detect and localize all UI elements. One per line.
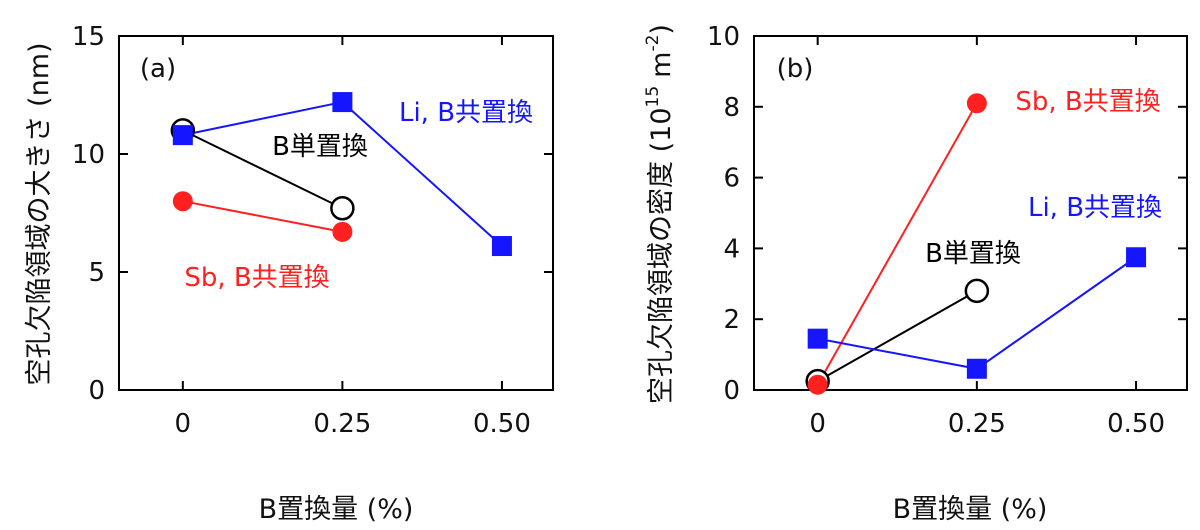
y-tick-label: 0 xyxy=(88,376,105,406)
data-point-square xyxy=(1126,247,1147,268)
x-axis-label: B置換量 (%) xyxy=(893,494,1048,525)
y-axis-label-main: 空孔欠陥領域の密度 (10 xyxy=(646,107,677,403)
series-label: Sb, B共置換 xyxy=(184,263,329,293)
data-point-filled-circle xyxy=(807,374,828,395)
data-point-square xyxy=(491,236,512,257)
y-tick-label: 0 xyxy=(723,376,740,406)
data-point-filled-circle xyxy=(172,191,193,212)
y-tick-label: 10 xyxy=(707,22,740,52)
chart-panel-a: 0 5 10 15 0 0.25 0.50 (a) B置換量 (%) 空孔欠陥領域の大きさ (nm… xyxy=(24,22,554,525)
series-label: Li, B共置換 xyxy=(399,98,533,128)
data-point-open-circle xyxy=(330,196,355,221)
data-point-square xyxy=(332,92,353,113)
y-tick-label: 6 xyxy=(723,164,740,194)
y-tick-label: 8 xyxy=(723,93,740,123)
y-axis-label-main: 空孔欠陥領域の大きさ (nm) xyxy=(24,42,55,385)
series-label: B単置換 xyxy=(925,239,1021,269)
y-axis-label-exponent: 15 xyxy=(643,86,663,108)
plot-frame xyxy=(753,35,1188,391)
y-tick-label: 4 xyxy=(723,234,740,264)
x-tick-label: 0.50 xyxy=(1107,409,1165,439)
panel-label: (b) xyxy=(777,54,814,84)
y-tick-label: 10 xyxy=(72,140,105,170)
y-axis-label: 空孔欠陥領域の密度 (1015 m-2) xyxy=(643,24,677,404)
series-line-1 xyxy=(182,200,343,233)
series-label: B単置換 xyxy=(272,132,368,162)
series-line-1 xyxy=(816,102,978,386)
data-point-filled-circle xyxy=(332,221,353,242)
y-tick-label: 5 xyxy=(88,258,105,288)
data-point-filled-circle xyxy=(966,93,987,114)
chart-panel-b: 0 2 4 6 8 10 0 0.25 0.50 (b) B置換量 (%) 空孔欠陥領域の密度 (10… xyxy=(643,22,1188,525)
plot-frame xyxy=(118,35,554,391)
y-tick-label: 15 xyxy=(72,22,105,52)
y-axis-label: 空孔欠陥領域の大きさ (nm) xyxy=(24,42,55,385)
x-tick-label: 0.25 xyxy=(948,409,1006,439)
series-line-0 xyxy=(182,129,343,210)
y-tick-label: 2 xyxy=(723,305,740,335)
series-label: Sb, B共置換 xyxy=(1015,87,1160,117)
series-label: Li, B共置換 xyxy=(1028,193,1162,223)
data-point-open-circle xyxy=(964,278,990,304)
data-point-square xyxy=(172,125,193,146)
y-axis-label-unit: m xyxy=(646,52,677,78)
series-line-2 xyxy=(817,256,1137,370)
panel-label: (a) xyxy=(140,54,176,84)
y-axis-label-unit-exponent: -2 xyxy=(643,35,663,52)
y-axis-label-close: ) xyxy=(646,24,677,35)
x-tick-label: 0 xyxy=(175,409,192,439)
x-tick-label: 0.50 xyxy=(473,409,531,439)
x-tick-label: 0 xyxy=(809,409,826,439)
data-point-square xyxy=(966,358,987,379)
series-line-0 xyxy=(817,290,978,383)
data-point-square xyxy=(807,328,828,349)
x-axis-label: B置換量 (%) xyxy=(259,494,414,525)
x-tick-label: 0.25 xyxy=(313,409,371,439)
